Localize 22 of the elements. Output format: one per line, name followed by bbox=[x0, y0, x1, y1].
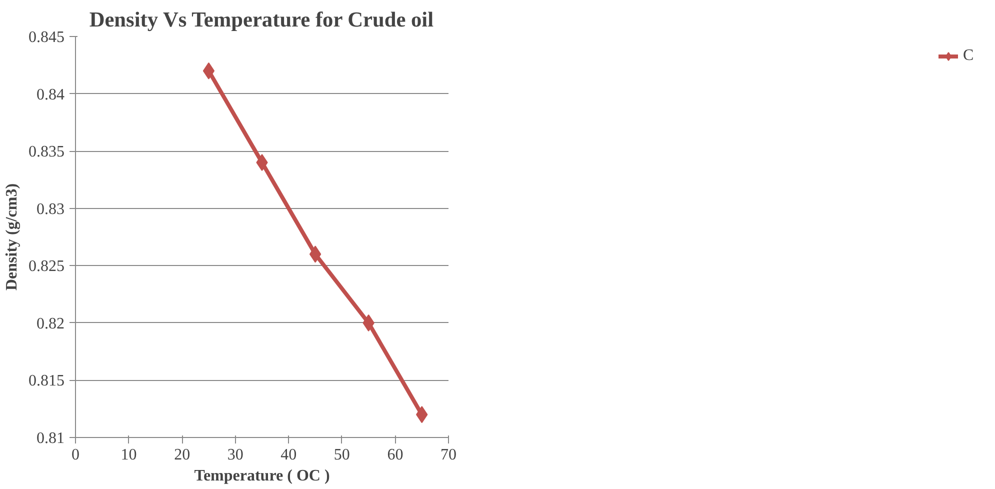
x-tick-label: 70 bbox=[440, 446, 456, 464]
x-tick-label: 40 bbox=[280, 446, 297, 464]
y-tick-label: 0.84 bbox=[36, 86, 64, 104]
x-tick-label: 50 bbox=[334, 446, 350, 464]
y-tick-label: 0.845 bbox=[28, 29, 64, 46]
legend-label: C bbox=[963, 47, 975, 65]
y-tick-label: 0.81 bbox=[36, 430, 64, 447]
x-tick-label: 20 bbox=[174, 446, 190, 464]
y-tick-label: 0.835 bbox=[28, 144, 64, 161]
point bbox=[309, 246, 322, 263]
y-axis-title: Density (g/cm3) bbox=[4, 183, 20, 291]
point bbox=[202, 62, 215, 80]
y-tick-label: 0.815 bbox=[28, 372, 64, 390]
y-tick-label: 0.83 bbox=[36, 200, 64, 218]
x-tick-label: 60 bbox=[387, 446, 404, 464]
x-tick-label: 0 bbox=[72, 446, 80, 464]
x-axis-title: Temperature ( OC ) bbox=[194, 468, 330, 484]
x-tick-label: 30 bbox=[227, 446, 244, 464]
chart-title: Density Vs Temperature for Crude oil bbox=[89, 8, 434, 32]
y-tick-label: 0.825 bbox=[28, 258, 64, 276]
y-tick-label: 0.82 bbox=[36, 315, 64, 332]
x-tick-label: 10 bbox=[120, 446, 137, 464]
